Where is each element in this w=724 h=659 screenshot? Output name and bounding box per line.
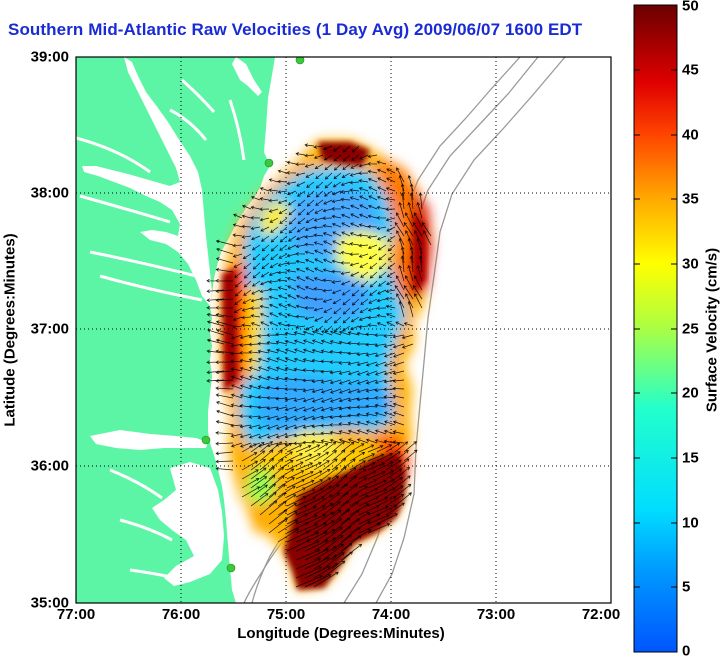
y-tick-label: 37:00 [30, 320, 69, 338]
x-tick-label: 76:00 [161, 606, 201, 623]
delaware-bay [232, 57, 262, 96]
radar-station-marker [201, 435, 211, 445]
y-tick-label: 39:00 [30, 48, 69, 66]
colorbar-tick-label: 20 [682, 384, 699, 402]
chesapeake-bay [82, 57, 212, 306]
colorbar-tick-label: 40 [682, 126, 699, 144]
colorbar-ticks [634, 69, 677, 588]
colorbar-tick-label: 35 [682, 190, 699, 208]
colorbar-tick-label: 15 [682, 449, 699, 467]
x-axis-label: Longitude (Degrees:Minutes) [237, 625, 445, 642]
colorbar-tick-label: 10 [682, 514, 699, 532]
colorbar [634, 5, 677, 652]
bay-tributaries [76, 78, 246, 302]
x-tick-label: 73:00 [476, 606, 516, 623]
colorbar-tick-label: 30 [682, 255, 699, 273]
colorbar-tick-label: 25 [682, 320, 699, 338]
x-tick-label: 72:00 [581, 606, 621, 623]
plot-frame [75, 56, 612, 604]
map-grid [76, 57, 611, 603]
x-tick-label: 75:00 [266, 606, 306, 623]
radar-station-marker [226, 563, 236, 573]
albemarle-sound [90, 430, 208, 450]
plot-title: Southern Mid-Atlantic Raw Velocities (1 … [8, 20, 583, 39]
x-tick-label: 74:00 [371, 606, 411, 623]
velocity-vectors [206, 143, 432, 588]
x-tick-label: 77:00 [56, 606, 96, 623]
y-tick-label: 36:00 [30, 457, 69, 475]
colorbar-tick-label: 50 [682, 0, 699, 15]
y-axis-label: Latitude (Degrees:Minutes) [1, 233, 19, 427]
sound-inlets [109, 468, 185, 582]
y-tick-label: 35:00 [30, 594, 69, 612]
radar-station-marker [264, 158, 274, 168]
velocity-vector-arrows [206, 143, 432, 588]
land-mass [76, 57, 275, 603]
radar-stations [201, 57, 305, 573]
velocity-field [206, 140, 432, 590]
y-tick-label: 38:00 [30, 184, 69, 202]
radar-station-marker [295, 57, 305, 65]
colorbar-tick-label: 45 [682, 61, 699, 79]
colorbar-tick-label: 5 [682, 578, 691, 596]
pamlico-sound [152, 462, 224, 586]
colorbar-tick-label: 0 [682, 642, 691, 659]
colorbar-label: Surface Velocity (cm/s) [703, 247, 721, 413]
